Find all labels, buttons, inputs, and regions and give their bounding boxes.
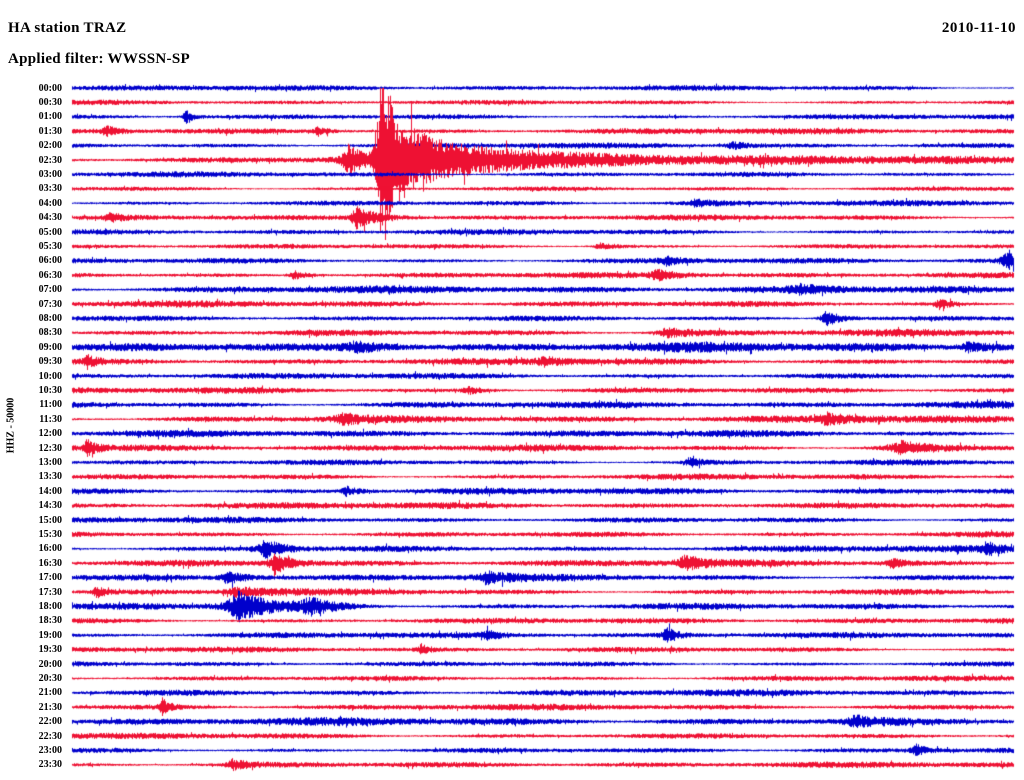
time-label: 05:00	[38, 226, 62, 238]
time-label: 06:30	[38, 269, 62, 281]
time-label: 15:30	[38, 528, 62, 540]
time-label: 03:00	[38, 168, 62, 180]
time-label: 14:30	[38, 500, 62, 512]
time-label: 22:00	[38, 716, 62, 728]
time-label: 23:30	[38, 759, 62, 771]
time-label: 13:30	[38, 471, 62, 483]
time-label: 10:00	[38, 370, 62, 382]
time-label: 22:30	[38, 730, 62, 742]
time-label: 01:30	[38, 125, 62, 137]
time-label: 21:00	[38, 687, 62, 699]
time-label: 16:30	[38, 557, 62, 569]
time-label: 05:30	[38, 240, 62, 252]
time-label: 04:30	[38, 212, 62, 224]
time-label: 00:00	[38, 82, 62, 94]
time-label: 02:30	[38, 154, 62, 166]
time-label: 19:00	[38, 629, 62, 641]
time-label: 07:00	[38, 284, 62, 296]
time-label: 04:00	[38, 197, 62, 209]
filter-label: Applied filter: WWSSN-SP	[8, 51, 190, 67]
time-label: 06:00	[38, 255, 62, 267]
time-label: 18:30	[38, 615, 62, 627]
time-label: 17:00	[38, 572, 62, 584]
time-label: 11:30	[39, 413, 62, 425]
time-label: 01:00	[38, 111, 62, 123]
time-label: 12:00	[38, 428, 62, 440]
time-label: 16:00	[38, 543, 62, 555]
time-label: 08:00	[38, 312, 62, 324]
time-label: 23:00	[38, 744, 62, 756]
time-label: 07:30	[38, 298, 62, 310]
time-label: 21:30	[38, 701, 62, 713]
time-label: 17:30	[38, 586, 62, 598]
time-label: 08:30	[38, 327, 62, 339]
time-label: 20:30	[38, 672, 62, 684]
time-label: 13:00	[38, 456, 62, 468]
time-label: 03:30	[38, 183, 62, 195]
station-title: HA station TRAZ	[8, 20, 127, 36]
time-label: 02:00	[38, 140, 62, 152]
time-label: 20:00	[38, 658, 62, 670]
time-label: 09:00	[38, 341, 62, 353]
time-label: 19:30	[38, 644, 62, 656]
time-label: 14:00	[38, 485, 62, 497]
time-label: 11:00	[39, 399, 62, 411]
time-label: 18:00	[38, 600, 62, 612]
time-label: 09:30	[38, 356, 62, 368]
time-label: 10:30	[38, 384, 62, 396]
time-label: 15:00	[38, 514, 62, 526]
time-label: 00:30	[38, 96, 62, 108]
date-label: 2010-11-10	[941, 20, 1016, 36]
time-label: 12:30	[38, 442, 62, 454]
